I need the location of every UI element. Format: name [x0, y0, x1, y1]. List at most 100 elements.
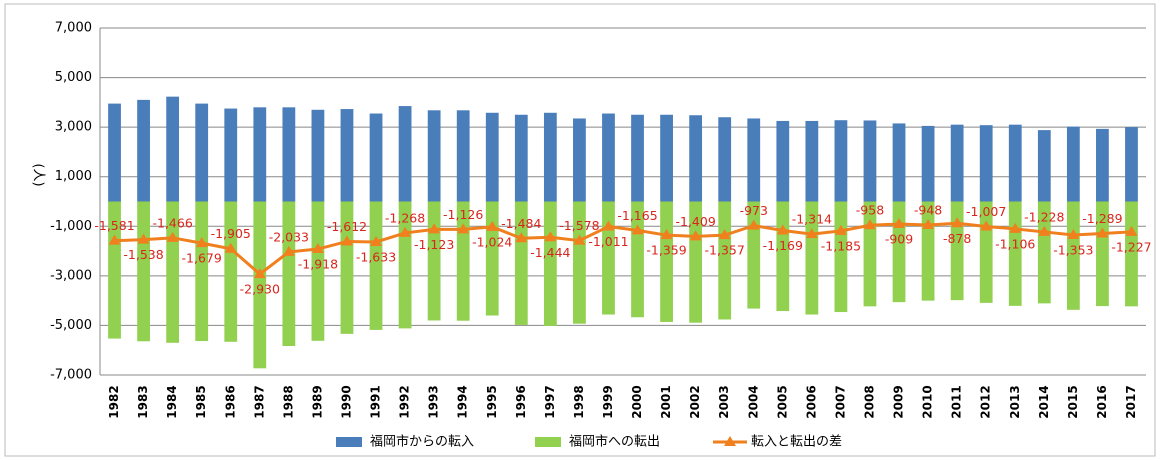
x-tick-label: 2011: [950, 385, 964, 418]
bar: [166, 96, 180, 202]
bar: [573, 201, 586, 324]
x-tick-label: 1995: [485, 385, 499, 418]
bar: [892, 123, 906, 202]
bar: [485, 201, 499, 316]
data-label: -1,357: [705, 243, 745, 258]
line-marker: [631, 224, 644, 235]
bar: [689, 115, 703, 202]
bar: [137, 201, 150, 342]
bar: [137, 99, 150, 202]
bar: [224, 108, 238, 202]
bar: [892, 201, 906, 303]
data-label: -948: [914, 202, 942, 217]
bar: [195, 103, 209, 202]
bar: [689, 201, 703, 323]
bar: [950, 201, 964, 301]
line-marker: [689, 230, 702, 241]
bar: [195, 201, 209, 342]
bar: [1125, 201, 1138, 307]
bar: [834, 120, 848, 202]
line-marker: [486, 220, 499, 231]
x-tick-label: 2007: [833, 385, 847, 418]
line-marker: [370, 235, 383, 246]
line-marker: [660, 229, 673, 240]
x-tick-label: 1992: [398, 385, 412, 418]
bar: [776, 201, 790, 312]
legend-label: 福岡市からの転入: [370, 434, 474, 450]
line-marker: [834, 224, 847, 235]
line-marker: [805, 228, 818, 239]
bar: [340, 201, 354, 334]
data-label: -1,314: [792, 212, 832, 227]
line-marker: [922, 218, 935, 229]
x-tick-label: 1991: [369, 385, 383, 418]
x-tick-label: 2002: [688, 385, 702, 418]
bar: [718, 117, 732, 202]
line-marker: [573, 234, 586, 245]
y-tick-label: -7,000: [50, 368, 92, 383]
line-marker: [108, 234, 121, 245]
data-label: -973: [740, 203, 768, 218]
line-marker: [1096, 227, 1109, 238]
data-label: -1,918: [298, 257, 338, 272]
line-marker: [428, 223, 441, 234]
bar: [485, 112, 499, 202]
x-tick-label: 2009: [892, 385, 906, 418]
bar: [253, 201, 267, 369]
x-tick-label: 1999: [601, 385, 615, 418]
data-label: -909: [885, 232, 913, 247]
x-tick-label: 1985: [194, 385, 208, 418]
bar: [282, 107, 296, 202]
line-marker: [311, 243, 324, 254]
data-label: -1,126: [443, 207, 483, 222]
line-marker: [1038, 225, 1051, 236]
legend-label: 福岡市への転出: [569, 434, 660, 450]
bar: [1066, 126, 1080, 202]
bar: [108, 201, 121, 339]
y-tick-label: -5,000: [50, 318, 92, 333]
x-tick-label: 2017: [1124, 385, 1138, 418]
x-tick-label: 2016: [1095, 385, 1109, 418]
data-label: -1,227: [1111, 239, 1151, 254]
data-label: -1,359: [646, 243, 686, 258]
bar: [108, 103, 121, 202]
line-marker: [399, 226, 412, 237]
bar: [921, 125, 935, 202]
data-label: -1,633: [356, 249, 396, 264]
line-marker: [980, 220, 993, 231]
line-marker: [1125, 225, 1138, 236]
x-tick-label: 2008: [862, 385, 876, 418]
x-tick-label: 1994: [456, 385, 470, 418]
x-tick-label: 1998: [572, 385, 586, 418]
bar: [718, 201, 732, 320]
bar: [369, 113, 383, 202]
bar: [1125, 127, 1138, 202]
bar: [398, 106, 412, 202]
data-label: -1,409: [675, 214, 715, 229]
bar: [660, 114, 673, 202]
bar: [1066, 201, 1080, 310]
bar: [631, 114, 644, 202]
x-tick-label: 2013: [1008, 385, 1022, 418]
data-label: -2,930: [240, 282, 280, 297]
data-label: -1,106: [995, 236, 1035, 251]
data-label: -1,169: [763, 238, 803, 253]
line-marker: [544, 231, 557, 242]
data-label: -2,033: [269, 229, 309, 244]
bar: [1008, 124, 1022, 202]
y-tick-label: 5,000: [55, 70, 92, 85]
line-marker: [893, 218, 906, 229]
line-marker: [515, 232, 528, 243]
x-tick-label: 1988: [281, 385, 295, 418]
y-tick-label: 3,000: [55, 120, 92, 135]
data-label: -1,165: [617, 208, 657, 223]
bar: [543, 201, 557, 326]
bar: [514, 114, 528, 202]
y-tick-label: 1,000: [55, 169, 92, 184]
bar: [805, 120, 819, 202]
y-tick-label: -1,000: [50, 219, 92, 234]
data-label: -1,538: [123, 247, 163, 262]
line-marker: [718, 229, 731, 240]
x-tick-label: 1986: [223, 385, 237, 418]
bar: [834, 201, 848, 313]
